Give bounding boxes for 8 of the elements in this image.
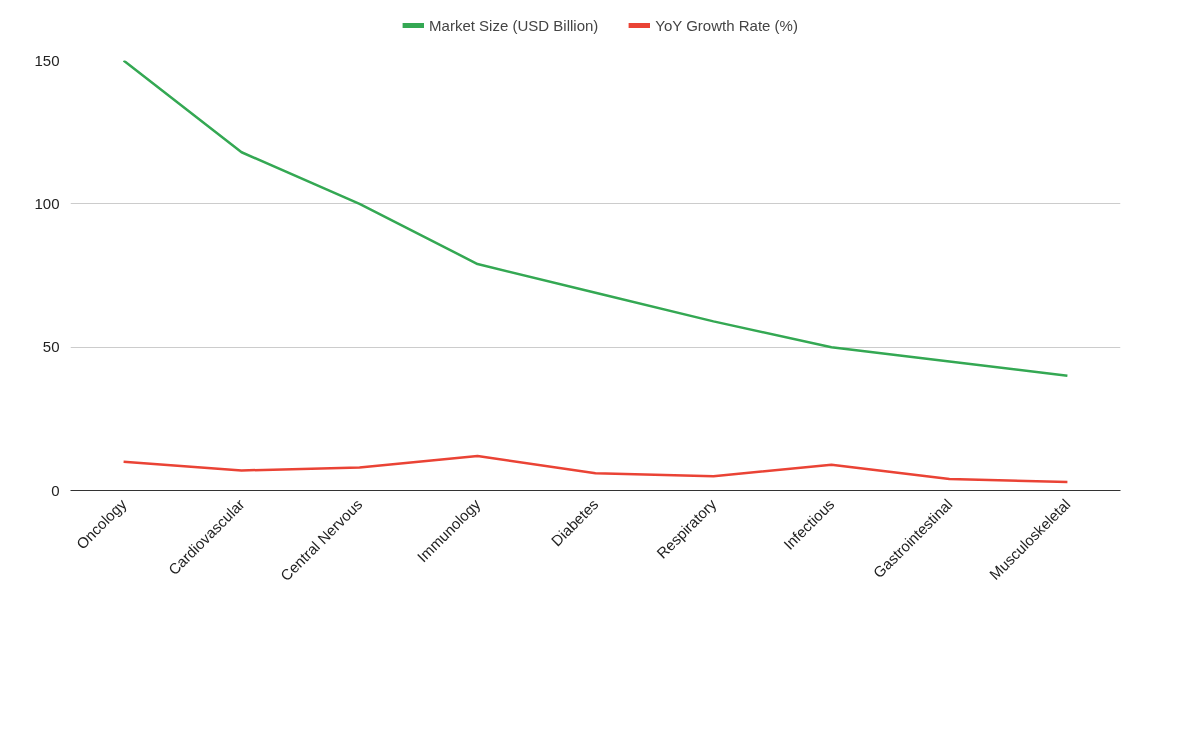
legend-label: YoY Growth Rate (%) bbox=[655, 16, 798, 34]
y-tick-label: 150 bbox=[34, 51, 60, 69]
y-tick-label: 0 bbox=[51, 481, 60, 499]
line-series bbox=[122, 454, 1069, 484]
line-series bbox=[122, 60, 1069, 378]
legend-label: Market Size (USD Billion) bbox=[429, 16, 599, 34]
y-tick-label: 50 bbox=[42, 338, 60, 356]
y-tick-label: 100 bbox=[34, 194, 60, 212]
